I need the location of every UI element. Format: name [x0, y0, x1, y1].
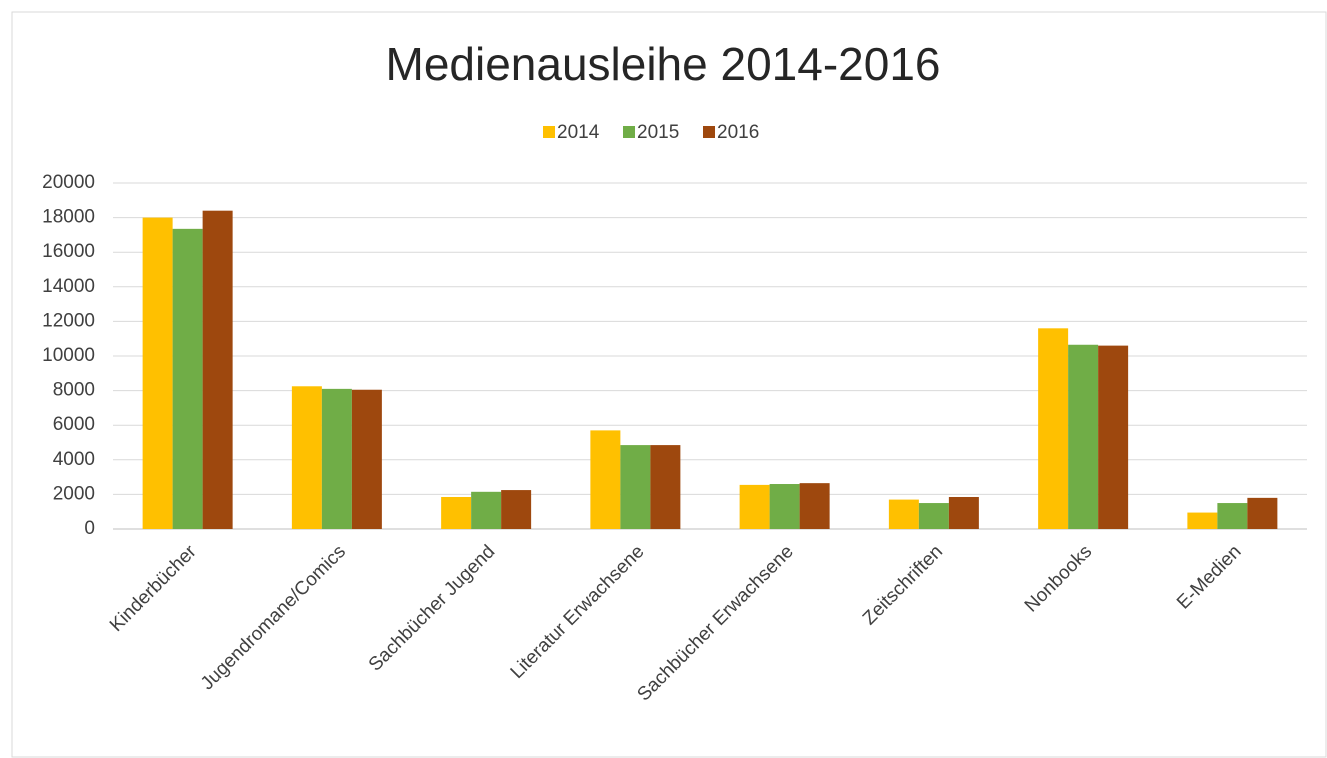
- bar: [650, 445, 681, 529]
- bar: [739, 484, 770, 529]
- bar: [1247, 497, 1278, 529]
- bar: [620, 445, 651, 529]
- bar: [501, 490, 532, 529]
- bar: [1217, 503, 1248, 529]
- y-tick-label: 16000: [42, 241, 95, 262]
- bar: [799, 483, 830, 529]
- bar: [291, 386, 322, 529]
- legend-swatch: [703, 126, 715, 138]
- bar: [769, 484, 800, 529]
- bar: [918, 503, 949, 529]
- bar: [590, 430, 621, 529]
- bar: [172, 228, 203, 529]
- bar: [351, 389, 382, 529]
- bar: [1038, 328, 1069, 529]
- y-tick-label: 10000: [42, 345, 95, 366]
- y-tick-label: 18000: [42, 207, 95, 228]
- y-tick-label: 2000: [53, 483, 95, 504]
- legend-swatch: [623, 126, 635, 138]
- y-tick-label: 14000: [42, 276, 95, 297]
- legend-label: 2014: [557, 122, 600, 143]
- bar: [202, 210, 233, 529]
- bar: [1098, 345, 1129, 529]
- y-tick-label: 12000: [42, 310, 95, 331]
- y-tick-label: 6000: [53, 414, 95, 435]
- bar: [471, 491, 502, 529]
- y-tick-label: 4000: [53, 449, 95, 470]
- bar: [142, 217, 173, 529]
- legend-swatch: [543, 126, 555, 138]
- legend-label: 2016: [717, 122, 759, 143]
- y-tick-label: 0: [84, 518, 95, 539]
- legend-label: 2015: [637, 122, 679, 143]
- y-tick-label: 8000: [53, 380, 95, 401]
- bar: [1068, 344, 1099, 529]
- bar: [441, 496, 472, 529]
- y-tick-label: 20000: [42, 172, 95, 193]
- bar: [321, 388, 352, 529]
- chart-title: Medienausleihe 2014-2016: [386, 38, 941, 90]
- bar: [948, 496, 979, 529]
- bar: [1187, 512, 1218, 529]
- bar: [888, 499, 919, 529]
